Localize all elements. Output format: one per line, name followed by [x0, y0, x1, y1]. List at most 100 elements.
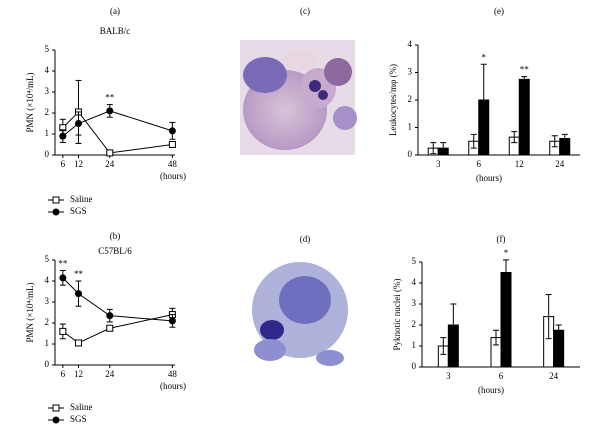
cell [333, 106, 357, 130]
marker [59, 327, 67, 335]
legend-label: Saline [70, 402, 93, 412]
nucleus [309, 80, 321, 92]
x-tick-label: 24 [105, 369, 115, 379]
y-tick-label: 2 [45, 317, 50, 327]
panel-label: (e) [494, 6, 504, 16]
legend-label: Saline [70, 194, 93, 204]
marker [168, 317, 176, 325]
series-line [62, 314, 173, 344]
marker [106, 149, 114, 157]
marker [59, 274, 67, 282]
chart-title: BALB/c [100, 26, 131, 36]
y-tick-label: 1 [408, 122, 413, 132]
x-tick-label: 3 [446, 371, 451, 381]
nucleus [318, 90, 328, 100]
cell [316, 350, 344, 366]
y-tick-label: 4 [45, 65, 50, 75]
marker [106, 312, 114, 320]
y-tick-label: 0 [408, 149, 413, 159]
marker [168, 127, 176, 135]
cell [254, 339, 286, 361]
y-axis-label: Pyknotic nuclei (%) [392, 279, 402, 351]
y-tick-label: 0 [412, 361, 417, 371]
marker [106, 324, 114, 332]
legend-marker [52, 196, 60, 204]
annotation: ** [105, 93, 115, 103]
chart-title: C57BL/6 [98, 246, 132, 256]
y-tick-label: 5 [45, 44, 50, 54]
legend-marker [52, 404, 60, 412]
y-tick-label: 4 [412, 277, 417, 287]
panel-label: (b) [110, 231, 121, 241]
marker [106, 107, 114, 115]
x-axis-label: (hours) [478, 385, 504, 395]
x-axis-label: (hours) [476, 173, 502, 183]
x-tick-label: 48 [168, 369, 178, 379]
annotation: * [482, 52, 487, 62]
x-tick-label: 6 [61, 159, 66, 169]
x-tick-label: 12 [515, 159, 524, 169]
y-tick-label: 5 [45, 254, 50, 264]
y-tick-label: 1 [412, 340, 417, 350]
y-axis-label: Leukocytes/mφ (%) [388, 64, 398, 136]
annotation: ** [520, 65, 530, 75]
x-tick-label: 24 [555, 159, 565, 169]
y-tick-label: 4 [408, 39, 413, 49]
marker [74, 339, 82, 347]
marker [168, 141, 176, 148]
y-tick-label: 0 [45, 149, 50, 159]
y-tick-label: 4 [45, 275, 50, 285]
legend-label: SGS [70, 414, 87, 424]
cell [324, 58, 352, 86]
y-axis-label: PMN (×10⁴/mL) [25, 73, 35, 133]
y-tick-label: 3 [45, 296, 50, 306]
y-tick-label: 0 [45, 359, 50, 369]
y-tick-label: 1 [45, 338, 50, 348]
x-tick-label: 6 [499, 371, 504, 381]
x-tick-label: 12 [74, 159, 83, 169]
series-line [62, 277, 173, 322]
y-tick-label: 2 [408, 94, 413, 104]
marker [59, 132, 67, 140]
annotation: * [504, 248, 509, 258]
y-axis-label: PMN (×10⁴/mL) [25, 283, 35, 343]
legend-marker [52, 416, 60, 424]
y-tick-label: 3 [412, 298, 417, 308]
annotation: ** [58, 259, 68, 269]
y-tick-label: 3 [408, 67, 413, 77]
x-tick-label: 6 [477, 159, 482, 169]
x-axis-label: (hours) [160, 171, 186, 181]
series-line [62, 110, 173, 137]
micrograph-c [240, 40, 357, 155]
y-tick-label: 2 [45, 107, 50, 117]
y-tick-label: 2 [412, 319, 417, 329]
cell [282, 50, 318, 70]
y-tick-label: 3 [45, 86, 50, 96]
marker [74, 290, 82, 298]
nucleus [260, 320, 284, 340]
x-tick-label: 24 [549, 371, 559, 381]
panel-label: (f) [497, 234, 506, 244]
panel-label: (a) [110, 6, 120, 16]
panel-label: (c) [300, 6, 310, 16]
bar [518, 78, 530, 156]
series-line [62, 111, 173, 154]
x-axis-label: (hours) [160, 381, 186, 391]
panel-label: (d) [300, 234, 311, 244]
annotation: ** [74, 269, 84, 279]
y-tick-label: 1 [45, 128, 50, 138]
x-tick-label: 12 [74, 369, 83, 379]
nucleus [243, 57, 287, 93]
x-tick-label: 6 [61, 369, 66, 379]
legend-marker [52, 208, 60, 216]
nucleus [279, 276, 331, 324]
marker [74, 120, 82, 127]
x-tick-label: 3 [436, 159, 441, 169]
legend-label: SGS [70, 206, 87, 216]
x-tick-label: 24 [105, 159, 115, 169]
x-tick-label: 48 [168, 159, 178, 169]
bar [500, 272, 512, 368]
micrograph-d [252, 262, 348, 366]
y-tick-label: 5 [412, 256, 417, 266]
